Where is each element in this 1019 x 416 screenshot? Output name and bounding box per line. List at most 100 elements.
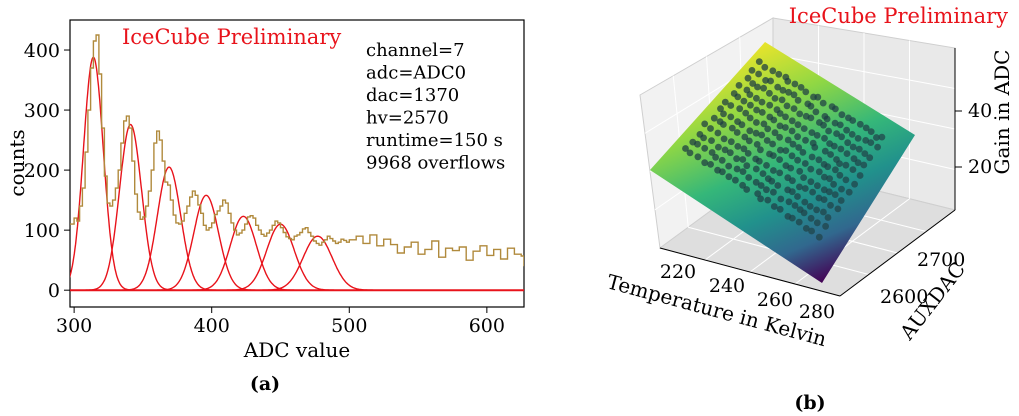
- gain-point: [807, 214, 815, 222]
- gain-point: [744, 150, 752, 157]
- gain-point: [748, 67, 756, 74]
- gain-point: [826, 175, 833, 183]
- gain-tick-label: 20: [968, 156, 992, 178]
- temperature-tick-label: 280: [799, 301, 835, 323]
- gain-point: [771, 95, 779, 102]
- gain-point: [821, 147, 829, 155]
- gain-point: [821, 173, 828, 181]
- histogram-panel: 300 400 500 600 0 100 200 300 400 ADC value cou…: [5, 19, 525, 395]
- gain-point: [825, 188, 833, 196]
- gain-point: [777, 146, 784, 154]
- gain-point: [834, 205, 842, 213]
- gain-point: [739, 156, 747, 163]
- gain-point: [807, 165, 815, 173]
- gain-point: [815, 168, 823, 176]
- gain-point: [854, 135, 862, 142]
- gain-point: [717, 105, 724, 113]
- gain-point: [701, 159, 709, 167]
- gain-point: [770, 203, 778, 210]
- gain-point: [821, 134, 828, 142]
- gain-point: [721, 146, 729, 154]
- y-axis-ticks: 0 100 200 300 400: [24, 40, 70, 302]
- gain-point: [794, 133, 801, 141]
- gain-point: [712, 153, 719, 161]
- gain-point: [800, 209, 808, 217]
- gain-point: [848, 131, 856, 138]
- gain-point: [842, 161, 850, 169]
- gain-point: [801, 160, 809, 167]
- gain-point: [774, 182, 782, 189]
- gain-point: [807, 178, 815, 186]
- gain-point: [757, 182, 765, 189]
- gain-point: [757, 146, 764, 154]
- auxdac-ticks: 2600 2700: [880, 249, 965, 308]
- gain-point: [758, 98, 766, 106]
- run-info-line: hv=2570: [366, 108, 449, 129]
- gain-point: [766, 101, 774, 109]
- gain-point: [725, 173, 733, 181]
- gain-point: [708, 149, 716, 156]
- y-axis-label: counts: [5, 129, 29, 196]
- gain-point: [774, 83, 782, 91]
- gain-point: [791, 80, 799, 88]
- gain-point: [752, 165, 760, 173]
- gain-point: [682, 145, 689, 152]
- gain-point: [686, 149, 694, 157]
- gain-point: [830, 180, 837, 188]
- gain-point: [762, 77, 769, 84]
- gain-measurements: [682, 58, 886, 241]
- gain-point: [819, 99, 827, 107]
- gain-point: [769, 67, 777, 75]
- auxdac-axis-line: [839, 209, 956, 297]
- gain-point: [855, 145, 863, 153]
- gain-point: [721, 98, 729, 106]
- gain-point: [801, 185, 809, 192]
- gain-point: [861, 150, 869, 158]
- gain-point: [782, 113, 789, 121]
- gain-point: [708, 137, 715, 145]
- gain-point: [827, 201, 834, 209]
- fitted-gain-surface: [650, 42, 915, 283]
- gain-point: [734, 143, 742, 150]
- gain-point: [837, 197, 845, 204]
- gain-point: [752, 178, 760, 186]
- gain-point: [820, 196, 828, 204]
- gain-point: [862, 137, 870, 144]
- gain-point: [820, 208, 827, 216]
- gain-point: [760, 120, 768, 128]
- gain-point: [822, 222, 829, 230]
- gain-point: [802, 225, 810, 232]
- gain-point: [776, 156, 783, 164]
- temperature-axis-line: [659, 247, 841, 297]
- gain-point: [755, 157, 763, 165]
- gaussian-fit-curve: [150, 194, 262, 291]
- gain-point: [769, 140, 776, 148]
- gain-point: [733, 165, 741, 173]
- gain-point: [746, 127, 754, 135]
- gain-point: [845, 188, 853, 196]
- y-tick-label: 0: [48, 280, 60, 302]
- gain-point: [701, 144, 709, 152]
- x-tick-label: 500: [331, 315, 367, 337]
- gain-point: [811, 143, 819, 151]
- auxdac-tick-label: 2600: [880, 286, 928, 308]
- gain-point: [788, 152, 796, 160]
- gain-point: [784, 136, 792, 144]
- gain-point: [761, 63, 769, 71]
- y-tick-label: 200: [24, 160, 60, 182]
- gain-point: [745, 174, 753, 181]
- gain-point: [874, 143, 881, 151]
- gain-point: [815, 156, 823, 164]
- gain-point: [720, 121, 727, 128]
- gain-point: [788, 127, 796, 135]
- gain-point: [843, 150, 851, 158]
- run-info-line: 9968 overflows: [366, 153, 505, 174]
- gain-point: [794, 156, 801, 164]
- gain-point: [808, 227, 815, 235]
- gain-point: [838, 133, 845, 141]
- gain-point: [827, 151, 834, 158]
- gain-point: [745, 137, 753, 145]
- gain-point: [776, 169, 784, 177]
- gain-point: [806, 203, 814, 210]
- gain-point: [860, 161, 868, 169]
